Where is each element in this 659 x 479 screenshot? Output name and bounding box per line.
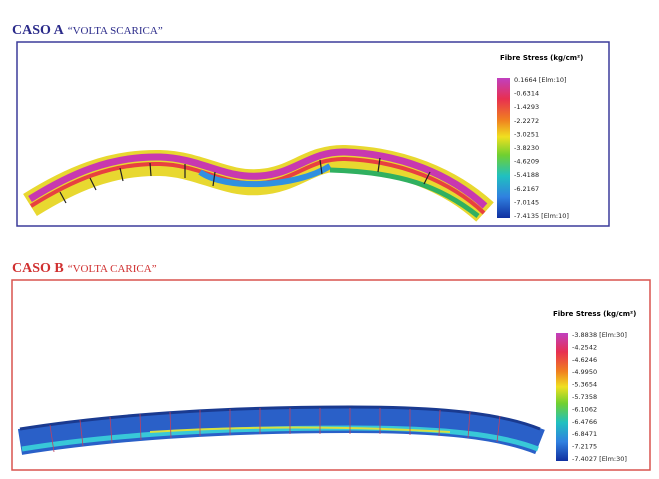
legend-label: -5.7358 — [572, 393, 597, 401]
legend-label: -4.9950 — [572, 368, 597, 376]
legend-label: -7.0145 — [514, 198, 539, 206]
legend-label: -6.8471 — [572, 430, 597, 438]
legend-label: -3.0251 — [514, 130, 539, 138]
legend-label: -0.6314 — [514, 90, 539, 98]
legend-label: -6.2167 — [514, 185, 539, 193]
legend-label: -2.2272 — [514, 117, 539, 125]
panel-b-title: CASO B “VOLTA CARICA” — [12, 259, 157, 276]
legend-label: -4.6209 — [514, 158, 539, 166]
legend-label: -7.4027 [Elm:30] — [572, 455, 627, 463]
legend-label: -3.8838 [Elm:30] — [572, 331, 627, 339]
legend-label: -1.4293 — [514, 103, 539, 111]
legend-label: -4.6246 — [572, 356, 597, 364]
legend-label: -6.4766 — [572, 418, 597, 426]
legend-b-bar — [556, 333, 568, 461]
figure: CASO A “VOLTA SCARICA” Fibre Stress (kg/… — [0, 0, 659, 479]
legend-label: -6.1062 — [572, 405, 597, 413]
legend-a-bar — [497, 78, 510, 218]
legend-label: -7.4135 [Elm:10] — [514, 212, 569, 220]
legend-a-title: Fibre Stress (kg/cm²) — [500, 54, 583, 62]
legend-label: 0.1664 [Elm:10] — [514, 76, 567, 84]
legend-label: -5.3654 — [572, 381, 597, 389]
legend-b-title: Fibre Stress (kg/cm²) — [553, 310, 636, 318]
legend-label: -7.2175 — [572, 443, 597, 451]
legend-label: -5.4188 — [514, 171, 539, 179]
legend-label: -4.2542 — [572, 343, 597, 351]
panel-a-title: CASO A “VOLTA SCARICA” — [12, 21, 163, 38]
legend-label: -3.8230 — [514, 144, 539, 152]
